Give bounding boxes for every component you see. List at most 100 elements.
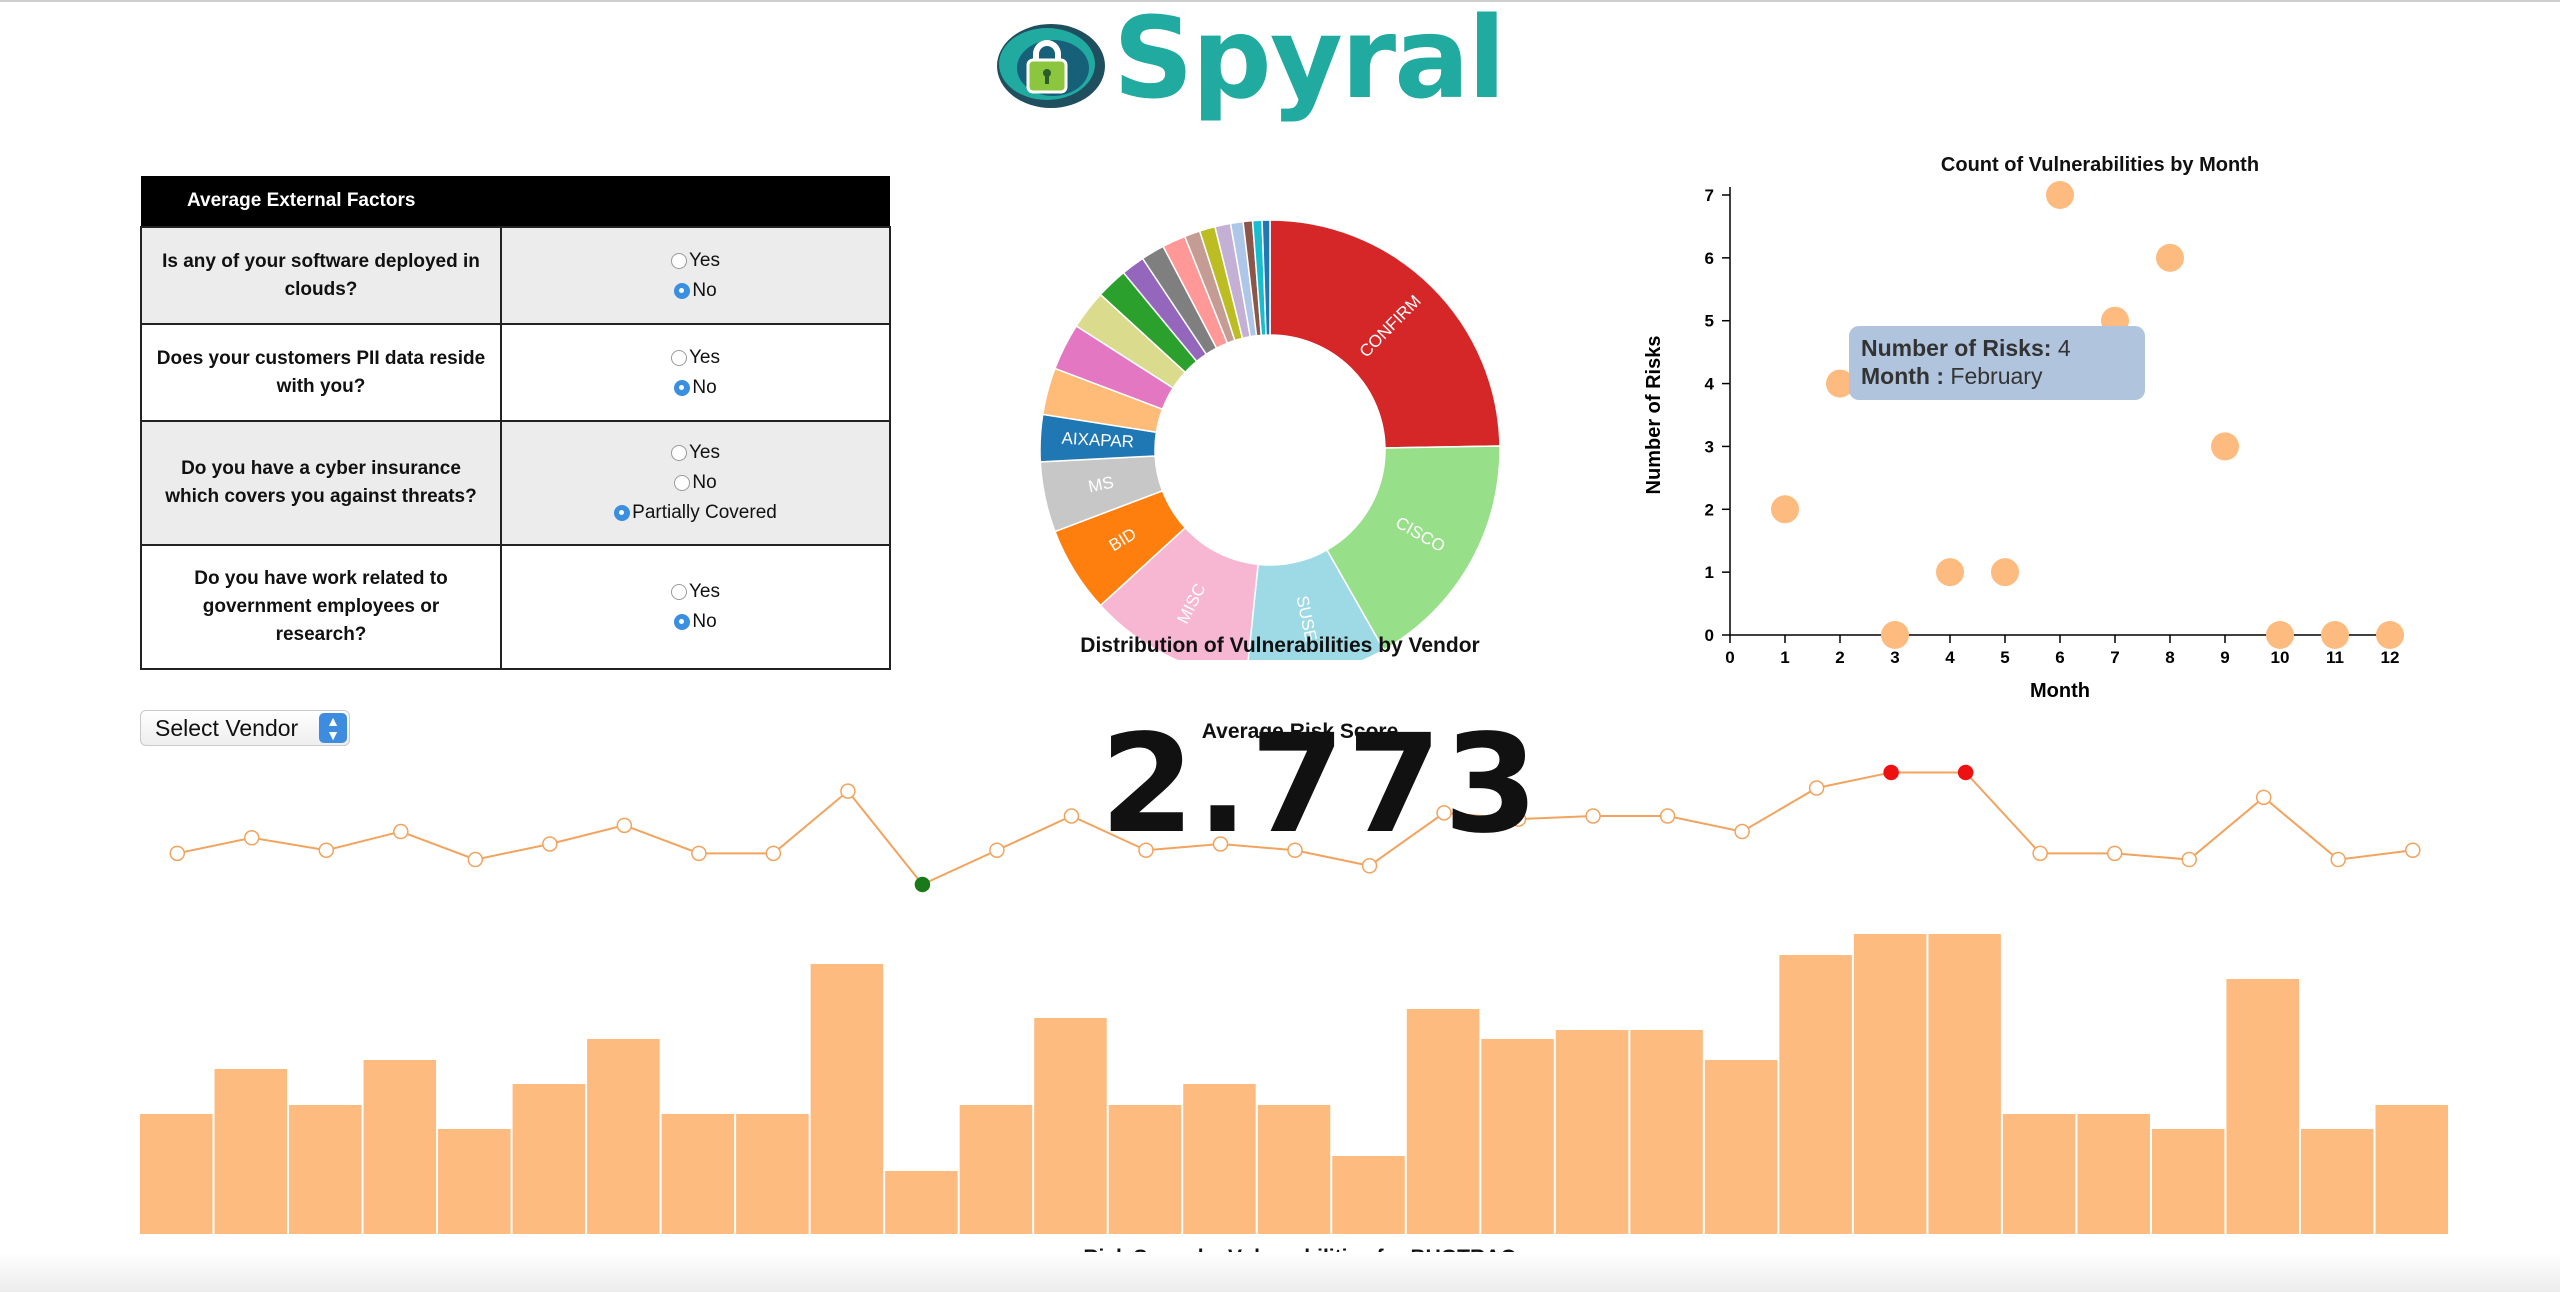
risk-bar[interactable] — [1630, 1030, 1703, 1234]
line-point[interactable] — [542, 836, 558, 852]
radio-no[interactable] — [674, 282, 691, 299]
risk-bar[interactable] — [587, 1039, 660, 1234]
scatter-point[interactable] — [2156, 243, 2184, 272]
scatter-point[interactable] — [2211, 432, 2239, 461]
line-point[interactable] — [1138, 842, 1154, 858]
risk-bar[interactable] — [214, 1069, 288, 1234]
risk-bar[interactable] — [959, 1105, 1033, 1234]
risk-bar[interactable] — [2226, 979, 2299, 1234]
line-point[interactable] — [2106, 845, 2123, 862]
radio-no[interactable] — [674, 475, 691, 491]
risk-bar[interactable] — [810, 964, 884, 1234]
risk-bar[interactable] — [1034, 1018, 1107, 1234]
scatter-point[interactable] — [2266, 621, 2294, 649]
line-point[interactable] — [989, 842, 1005, 858]
risk-bar[interactable] — [2300, 1129, 2374, 1234]
vendor-select[interactable]: Select Vendor ▲ ▼ — [140, 710, 350, 746]
option-partially-covered[interactable]: Partially Covered — [503, 498, 888, 528]
risk-bar[interactable] — [1406, 1009, 1480, 1234]
risk-bar[interactable] — [1108, 1105, 1182, 1234]
line-point[interactable] — [1957, 764, 1974, 781]
option-no[interactable]: No — [503, 468, 888, 498]
line-point[interactable] — [169, 845, 186, 862]
risk-bar[interactable] — [1779, 955, 1852, 1234]
radio-yes[interactable] — [671, 445, 687, 461]
risk-bar[interactable] — [2077, 1114, 2150, 1234]
option-yes[interactable]: Yes — [503, 343, 888, 373]
line-point[interactable] — [2404, 842, 2421, 858]
line-point[interactable] — [2330, 851, 2346, 868]
option-no[interactable]: No — [503, 607, 888, 637]
risk-bar[interactable] — [1257, 1105, 1331, 1234]
line-point[interactable] — [1510, 811, 1527, 827]
line-point[interactable] — [393, 823, 409, 840]
radio-yes[interactable] — [671, 252, 687, 269]
option-no[interactable]: No — [503, 373, 888, 403]
option-yes[interactable]: Yes — [503, 438, 888, 468]
option-yes[interactable]: Yes — [503, 246, 888, 276]
line-point[interactable] — [467, 851, 484, 868]
risk-bar[interactable] — [1332, 1156, 1405, 1234]
line-point[interactable] — [1436, 805, 1452, 821]
scatter-point[interactable] — [1771, 495, 1799, 524]
risk-bar[interactable] — [438, 1129, 511, 1234]
line-point[interactable] — [2255, 789, 2272, 806]
risk-bar[interactable] — [1704, 1060, 1778, 1234]
scatter-point[interactable] — [2046, 181, 2074, 209]
donut-slice-label: MS — [1087, 473, 1116, 497]
risk-bar[interactable] — [1183, 1084, 1256, 1234]
scatter-point[interactable] — [1991, 558, 2019, 587]
radio-no[interactable] — [674, 614, 691, 630]
donut-slice[interactable] — [1246, 548, 1385, 660]
line-point[interactable] — [1361, 858, 1378, 874]
line-point[interactable] — [616, 817, 633, 834]
risk-bar[interactable] — [1928, 934, 2001, 1234]
radio-no[interactable] — [674, 379, 691, 396]
line-point[interactable] — [691, 845, 707, 862]
option-yes[interactable]: Yes — [503, 577, 888, 607]
line-point[interactable] — [1734, 823, 1750, 840]
risk-bar[interactable] — [2375, 1105, 2448, 1234]
line-point[interactable] — [765, 845, 782, 862]
line-point[interactable] — [914, 876, 931, 893]
risk-bar[interactable] — [1555, 1030, 1629, 1234]
scatter-point[interactable] — [1826, 369, 1854, 398]
risk-bar[interactable] — [140, 1114, 213, 1234]
radio-yes[interactable] — [671, 584, 687, 600]
risk-bar[interactable] — [736, 1114, 809, 1234]
risk-bar[interactable] — [661, 1114, 735, 1234]
risk-bar[interactable] — [2151, 1129, 2225, 1234]
line-point[interactable] — [2181, 851, 2197, 868]
line-point[interactable] — [318, 842, 335, 858]
radio-partially-covered[interactable] — [614, 505, 631, 521]
donut-slice[interactable] — [1325, 445, 1501, 651]
option-no[interactable]: No — [503, 276, 888, 306]
donut-slice[interactable] — [1269, 219, 1501, 449]
line-point[interactable] — [2032, 845, 2048, 862]
risk-bar[interactable] — [1853, 934, 1927, 1234]
scatter-point[interactable] — [2321, 621, 2349, 649]
radio-yes[interactable] — [671, 349, 687, 366]
line-point[interactable] — [1659, 808, 1676, 824]
line-point[interactable] — [1808, 780, 1825, 796]
donut-slice[interactable] — [1261, 219, 1271, 336]
risk-score-charts — [140, 764, 2448, 1234]
line-point[interactable] — [1212, 836, 1229, 852]
line-point[interactable] — [1585, 808, 1601, 824]
risk-bar[interactable] — [289, 1105, 362, 1234]
risk-bar[interactable] — [512, 1084, 586, 1234]
line-point[interactable] — [1287, 842, 1303, 858]
line-point[interactable] — [1063, 808, 1080, 824]
line-point[interactable] — [244, 830, 260, 846]
scatter-point[interactable] — [1936, 558, 1964, 587]
line-point[interactable] — [840, 783, 856, 799]
y-tick-label: 4 — [1705, 375, 1715, 394]
scatter-point[interactable] — [2376, 621, 2404, 649]
risk-bar[interactable] — [885, 1171, 958, 1234]
scatter-point[interactable] — [1881, 621, 1909, 649]
risk-bar[interactable] — [1481, 1039, 1554, 1234]
risk-bar[interactable] — [363, 1060, 437, 1234]
line-point[interactable] — [1883, 764, 1899, 781]
risk-bar[interactable] — [2002, 1114, 2076, 1234]
